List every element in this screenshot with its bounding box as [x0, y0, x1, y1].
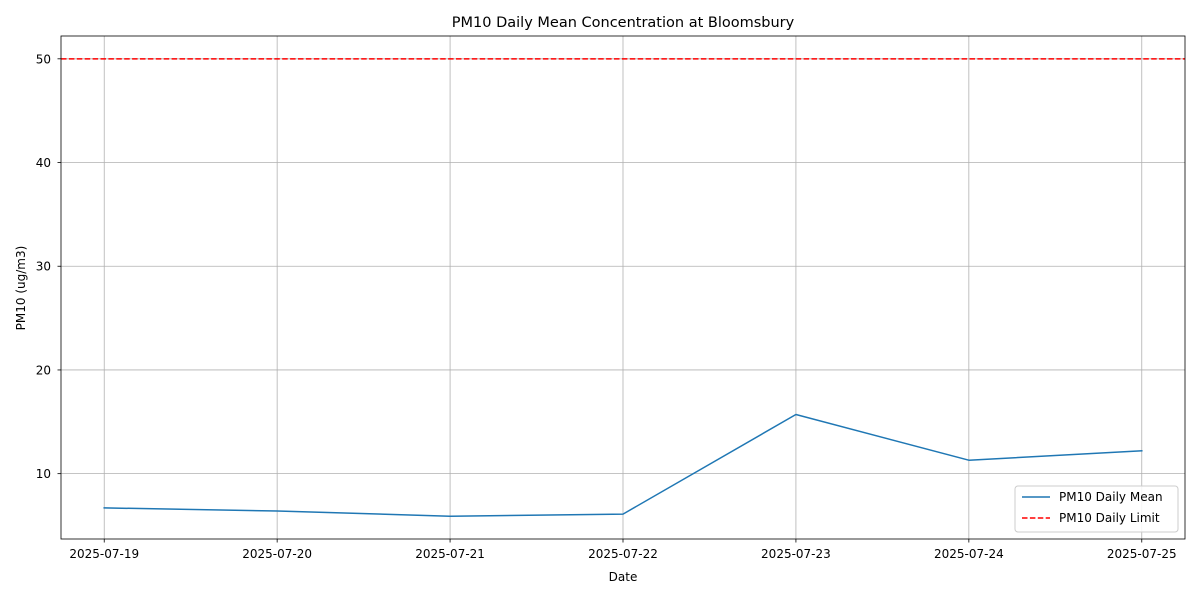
x-tick-label: 2025-07-25: [1107, 547, 1177, 561]
legend-label-pm10-daily-limit: PM10 Daily Limit: [1059, 511, 1160, 525]
y-tick-label: 50: [36, 52, 51, 66]
x-tick-label: 2025-07-24: [934, 547, 1004, 561]
x-tick-label: 2025-07-22: [588, 547, 658, 561]
x-axis-label: Date: [609, 570, 638, 584]
legend-box: [1014, 485, 1179, 533]
legend-label-pm10-daily-mean: PM10 Daily Mean: [1059, 490, 1163, 504]
x-tick-label: 2025-07-21: [415, 547, 485, 561]
x-tick-label: 2025-07-20: [242, 547, 312, 561]
grid-lines: [61, 36, 1185, 539]
x-tick-label: 2025-07-23: [761, 547, 831, 561]
y-tick-label: 10: [36, 467, 51, 481]
y-tick-label: 30: [36, 260, 51, 274]
y-axis-label: PM10 (ug/m3): [14, 246, 28, 331]
series-line-pm10-daily-mean: [103, 413, 1143, 517]
y-tick-label: 40: [36, 156, 51, 170]
legend: PM10 Daily Mean PM10 Daily Limit: [1014, 485, 1179, 533]
series-layer: [61, 58, 1185, 517]
x-tick-label: 2025-07-19: [69, 547, 139, 561]
y-tick-label: 20: [36, 363, 51, 377]
tick-layer: 2025-07-19 2025-07-20 2025-07-21 2025-07-22…: [36, 52, 1177, 561]
chart-title: PM10 Daily Mean Concentration at Bloomsb…: [452, 15, 795, 31]
